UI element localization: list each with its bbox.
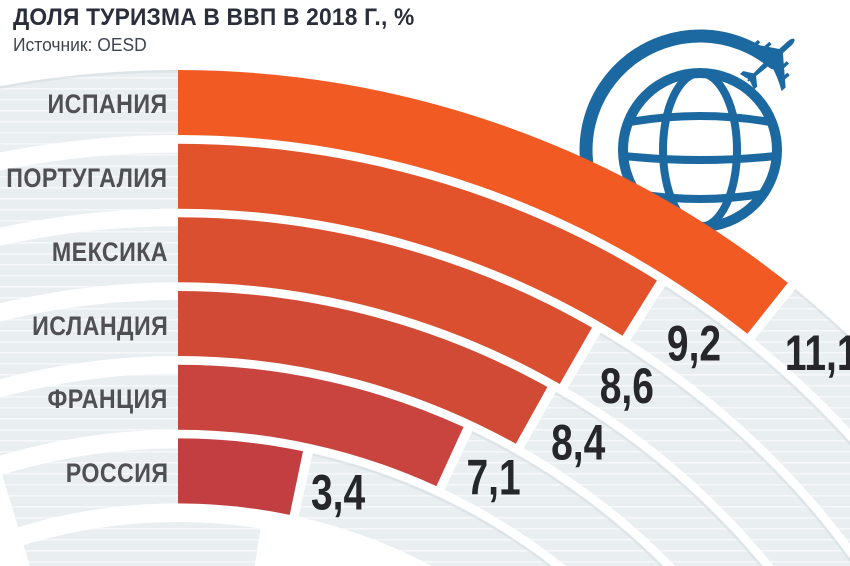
arc-bar-4 bbox=[178, 364, 464, 487]
bar-end-gap-3 bbox=[515, 386, 557, 450]
arc-bar-0 bbox=[178, 70, 788, 334]
category-label-mexico: МЕКСИКА bbox=[51, 237, 168, 267]
separator-swoosh-1 bbox=[0, 139, 216, 171]
value-label-2: 8,6 bbox=[600, 357, 654, 414]
category-label-france: ФРАНЦИЯ bbox=[47, 384, 168, 414]
category-label-iceland: ИСЛАНДИЯ bbox=[31, 311, 168, 341]
bar-end-gap-5 bbox=[289, 450, 313, 518]
globe-parallel-icon bbox=[620, 152, 780, 164]
value-labels: 11,1 9,28,68,4 7,1 3,4 bbox=[311, 315, 850, 521]
chart-header: ДОЛЯ ТУРИЗМА В ВВП В 2018 Г., % Источник… bbox=[13, 4, 436, 56]
value-label-5: 3,4 bbox=[311, 464, 365, 521]
arc-bar-1 bbox=[178, 143, 657, 336]
source-label: Источник: OESD bbox=[13, 35, 147, 55]
bar-end-gap-4 bbox=[436, 426, 473, 491]
value-arcs bbox=[178, 70, 797, 518]
arc-bar-2 bbox=[178, 217, 592, 384]
bar-end-gap-1 bbox=[622, 279, 666, 342]
bar-end-gap-2 bbox=[559, 326, 602, 390]
value-label-0: 11,1 bbox=[785, 324, 850, 381]
track-separator-swooshes bbox=[0, 139, 270, 546]
track-arc-4 bbox=[0, 364, 664, 566]
globe-meridian-icon bbox=[659, 69, 741, 231]
globe-parallel-icon bbox=[626, 112, 774, 126]
bar-end-gap-0 bbox=[746, 282, 797, 341]
arc-bar-5 bbox=[178, 438, 303, 515]
value-label-1: 9,2 bbox=[667, 315, 721, 372]
value-label-3: 8,4 bbox=[551, 414, 605, 471]
separator-swoosh-3 bbox=[0, 287, 211, 322]
category-label-russia: РОССИЯ bbox=[65, 458, 168, 488]
value-label-4: 7,1 bbox=[466, 449, 520, 506]
separator-swoosh-2 bbox=[0, 213, 214, 246]
separator-swoosh-4 bbox=[0, 360, 209, 398]
category-label-portugal: ПОРТУГАЛИЯ bbox=[6, 163, 168, 193]
page-title: ДОЛЯ ТУРИЗМА В ВВП В 2018 Г., % bbox=[13, 4, 415, 31]
separator-swoosh-6 bbox=[13, 507, 270, 546]
category-label-spain: ИСПАНИЯ bbox=[47, 89, 168, 119]
arc-bar-3 bbox=[178, 291, 548, 444]
orbit-arc-icon bbox=[579, 29, 780, 205]
